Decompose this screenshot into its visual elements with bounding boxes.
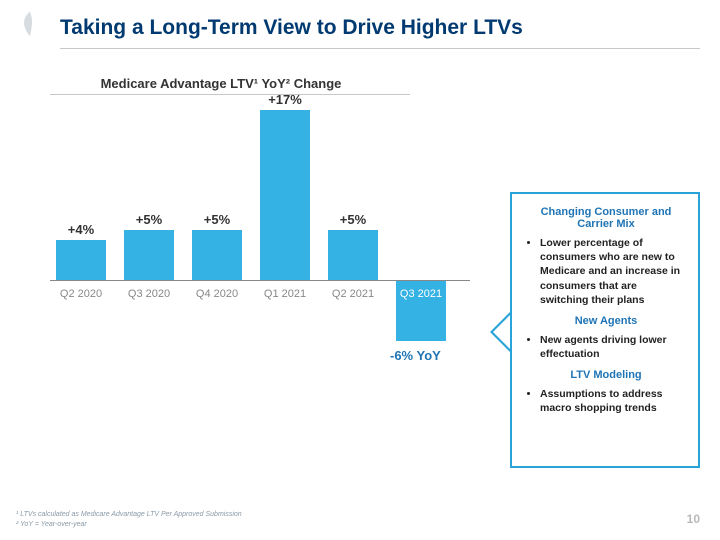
callout-bullet: New agents driving lower effectuation (540, 333, 688, 361)
category-label: Q4 2020 (187, 288, 247, 300)
bar (192, 230, 242, 280)
footnote-1: ¹ LTVs calculated as Medicare Advantage … (16, 511, 242, 518)
category-label: Q2 2020 (51, 288, 111, 300)
bar (56, 240, 106, 280)
category-label: Q3 2020 (119, 288, 179, 300)
footnote-2: ² YoY = Year-over-year (16, 521, 87, 528)
bar (124, 230, 174, 280)
category-label: Q1 2021 (255, 288, 315, 300)
callout-list: New agents driving lower effectuation (524, 333, 688, 361)
callout-list: Lower percentage of consumers who are ne… (524, 236, 688, 307)
title-rule (60, 48, 700, 49)
callout-heading: New Agents (524, 315, 688, 327)
callout-box: Changing Consumer and Carrier Mix Lower p… (492, 192, 700, 468)
slide: Taking a Long-Term View to Drive Higher … (0, 0, 720, 540)
callout-list: Assumptions to address macro shopping tr… (524, 387, 688, 415)
bar-value-label: +5% (119, 212, 179, 227)
category-label: Q2 2021 (323, 288, 383, 300)
callout-heading: Changing Consumer and Carrier Mix (524, 206, 688, 230)
negative-value-label: -6% YoY (390, 348, 441, 363)
bar-value-label: +5% (187, 212, 247, 227)
bar-value-label: +5% (323, 212, 383, 227)
callout-heading: LTV Modeling (524, 369, 688, 381)
leaf-icon (16, 10, 44, 38)
callout-bullet: Lower percentage of consumers who are ne… (540, 236, 688, 307)
bar-value-label: +17% (255, 92, 315, 107)
chart-title-rule (50, 94, 410, 95)
page-number: 10 (687, 512, 700, 526)
chart-title: Medicare Advantage LTV¹ YoY² Change (56, 76, 386, 91)
bar (260, 110, 310, 280)
bar-chart: +4%Q2 2020+5%Q3 2020+5%Q4 2020+17%Q1 202… (50, 100, 470, 360)
page-title: Taking a Long-Term View to Drive Higher … (60, 16, 523, 40)
category-label: Q3 2021 (391, 288, 451, 300)
bar-value-label: +4% (51, 222, 111, 237)
callout-bullet: Assumptions to address macro shopping tr… (540, 387, 688, 415)
bar (328, 230, 378, 280)
callout-body: Changing Consumer and Carrier Mix Lower p… (510, 192, 700, 468)
